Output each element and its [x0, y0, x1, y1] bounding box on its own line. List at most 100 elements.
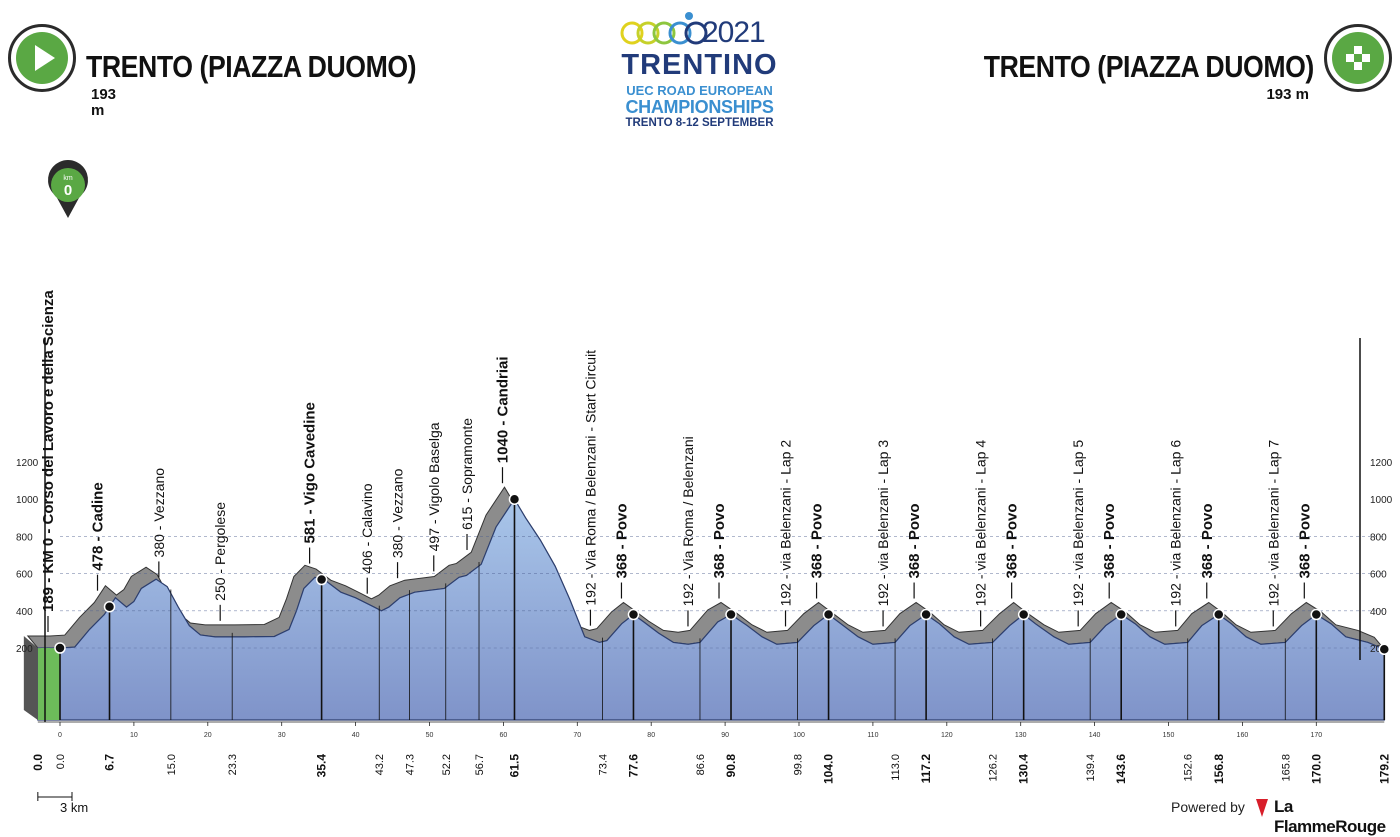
cycling-rings-icon: [620, 12, 708, 45]
km-zero-marker: km 0: [48, 160, 89, 218]
waypoint-dot: [920, 608, 932, 621]
bottom-km-label: 52.2: [441, 754, 453, 775]
x-tick-label-140: 140: [1089, 732, 1101, 739]
y-tick-left-1000: 1000: [16, 495, 39, 506]
x-tick-label-160: 160: [1237, 732, 1249, 739]
waypoint-label: 380 - Vezzano: [151, 468, 167, 558]
neutral-zone-length: 3 km: [60, 800, 89, 815]
waypoint-dot: [725, 608, 737, 621]
waypoint-dot: [315, 573, 328, 586]
bottom-km-label: 86.6: [695, 754, 707, 775]
bottom-km-label: 23.3: [227, 754, 239, 775]
x-tick-label-80: 80: [647, 732, 655, 739]
neutral-zone: [37, 648, 60, 720]
waypoint-label: 368 - Povo: [1296, 503, 1313, 578]
bottom-km-label: 130.4: [1017, 754, 1031, 784]
waypoint-labels-layer: 189 - KM 0 - Corso del Lavoro e della Sc…: [40, 290, 1313, 612]
logo-event-line3: TRENTO 8-12 SEPTEMBER: [625, 117, 774, 129]
x-tick-label-130: 130: [1015, 732, 1027, 739]
bottom-km-label: 152.6: [1183, 754, 1195, 782]
x-tick-label-50: 50: [426, 732, 434, 739]
bottom-km-label: 43.2: [374, 754, 386, 775]
waypoint-label: 581 - Vigo Cavedine: [302, 402, 319, 543]
y-tick-right-1000: 1000: [1370, 495, 1393, 506]
waypoint-label: 192 - Via Roma / Belenzani - Start Circu…: [582, 350, 598, 606]
bottom-labels-layer: 0.0 0.0 6.7 15.0 23.3 35.4 43.2 47.3 52.2 56.7 61.…: [31, 754, 1391, 801]
waypoint-label: 192 - via Belenzani - Lap 5: [1070, 440, 1086, 607]
waypoint-label: 478 - Cadine: [90, 482, 107, 570]
waypoint-label: 250 - Pergolese: [212, 502, 228, 601]
logo-event-line1: UEC ROAD EUROPEAN: [626, 83, 773, 98]
x-tick-label-10: 10: [130, 732, 138, 739]
y-tick-left-400: 400: [16, 607, 33, 618]
bottom-km-label: 56.7: [474, 754, 486, 775]
play-icon: [35, 45, 55, 71]
y-tick-right-400: 400: [1370, 607, 1387, 618]
finish-altitude: 193 m: [1266, 86, 1309, 103]
waypoint-dots-layer: [54, 493, 1391, 656]
waypoint-label: 368 - Povo: [613, 503, 630, 578]
y-tick-left-800: 800: [16, 532, 33, 543]
bottom-km-label: 47.3: [405, 754, 417, 775]
x-tick-label-30: 30: [278, 732, 286, 739]
start-badge: [8, 24, 76, 92]
logo-rings: 2021: [612, 8, 787, 49]
bottom-km-label: 170.0: [1309, 754, 1323, 784]
waypoint-dot: [508, 493, 521, 505]
waypoint-dot: [103, 600, 116, 613]
km-marker-value: 0: [64, 182, 72, 199]
waypoint-label: 192 - via Belenzani - Lap 3: [875, 440, 891, 607]
x-tick-label-90: 90: [721, 732, 729, 739]
bottom-km-label: 61.5: [507, 754, 521, 778]
waypoint-label: 192 - via Belenzani - Lap 7: [1265, 440, 1281, 607]
x-tick-label-0: 0: [58, 732, 62, 739]
bottom-km-label: 113.0: [890, 754, 902, 781]
waypoint-label: 406 - Calavino: [359, 483, 375, 573]
km-marker-unit: km: [63, 175, 73, 182]
finish-place: TRENTO (PIAZZA DUOMO): [983, 49, 1315, 84]
x-tick-label-120: 120: [941, 732, 953, 739]
checkered-flag-icon: [1346, 46, 1370, 70]
waypoint-lines-layer: [47, 467, 1386, 720]
finish-badge: [1324, 24, 1392, 92]
bottom-km-label: 73.4: [597, 754, 609, 775]
profile-left-edge: [23, 636, 38, 720]
bottom-km-label: 90.8: [724, 754, 738, 778]
bottom-km-label: 0.0: [31, 754, 45, 771]
logo-event-line2: CHAMPIONSHIPS: [625, 97, 774, 117]
x-tick-label-150: 150: [1163, 732, 1175, 739]
waypoint-label: 368 - Povo: [1101, 503, 1118, 578]
waypoint-label: 368 - Povo: [809, 503, 826, 578]
profile-face: [37, 498, 1385, 721]
waypoint-dot: [1115, 608, 1127, 621]
bottom-km-label: 139.4: [1085, 754, 1097, 782]
waypoint-label: 1040 - Candriai: [494, 356, 511, 463]
x-tick-label-40: 40: [352, 732, 360, 739]
waypoint-label: 368 - Povo: [906, 503, 923, 578]
y-tick-right-600: 600: [1370, 570, 1387, 581]
bottom-km-label: 15.0: [166, 754, 178, 775]
x-tick-label-170: 170: [1310, 732, 1322, 739]
x-tick-label-20: 20: [204, 732, 212, 739]
flamme-rouge-logo-icon: [1256, 799, 1268, 817]
bottom-km-label: 77.6: [626, 754, 640, 778]
start-icon-bg: [16, 32, 68, 84]
waypoint-label: 615 - Sopramonte: [459, 418, 475, 530]
waypoint-dot: [1017, 608, 1030, 621]
x-tick-label-100: 100: [793, 732, 805, 739]
bottom-km-label: 165.8: [1280, 754, 1292, 782]
waypoint-label: 368 - Povo: [1199, 503, 1216, 578]
waypoint-label: 192 - via Belenzani - Lap 2: [778, 440, 794, 607]
waypoint-label: 189 - KM 0 - Corso del Lavoro e della Sc…: [40, 290, 57, 612]
y-tick-left-200: 200: [16, 644, 33, 655]
bottom-km-label: 6.7: [103, 754, 117, 771]
y-tick-left-1200: 1200: [16, 458, 39, 469]
bottom-km-label: 179.2: [1377, 754, 1391, 784]
waypoint-label: 380 - Vezzano: [390, 468, 406, 558]
powered-by-label: Powered by: [1171, 799, 1245, 815]
y-tick-right-800: 800: [1370, 532, 1387, 543]
logo-name: TRENTINO: [621, 49, 778, 81]
brand-name: La FlammeRouge: [1274, 797, 1386, 836]
waypoint-label: 192 - Via Roma / Belenzani: [680, 436, 696, 606]
